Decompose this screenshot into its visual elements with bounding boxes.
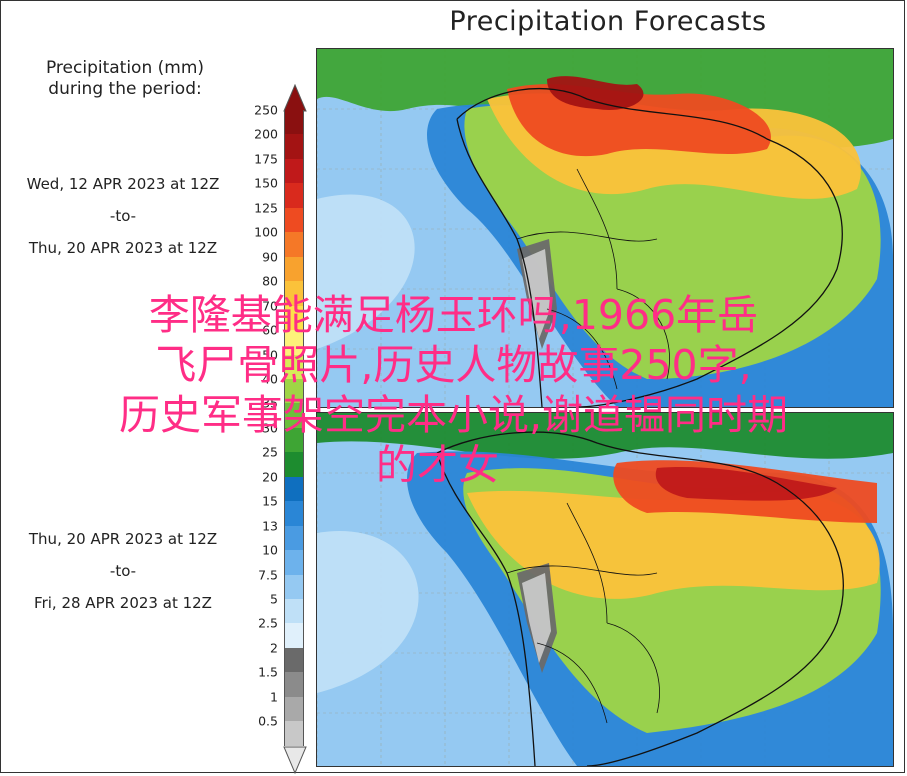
scale-tick-label: 2.5: [258, 615, 278, 631]
scale-tick-label: 20: [262, 469, 278, 485]
scale-tick-label: 175: [254, 151, 278, 167]
scale-tick-label: 200: [254, 126, 278, 142]
scale-swatch-175: [284, 158, 304, 184]
scale-swatch-200: [284, 134, 304, 160]
scale-tick-label: 25: [262, 444, 278, 460]
period-1-end: Thu, 20 APR 2023 at 12Z: [28, 239, 218, 257]
scale-tick-label: 5: [270, 591, 278, 607]
figure-title: Precipitation Forecasts: [449, 6, 767, 37]
scale-tick-label: 150: [254, 175, 278, 191]
forecast-map-period-1: [316, 48, 894, 408]
scale-swatch-100: [284, 232, 304, 258]
scale-tick-label: 13: [262, 518, 278, 534]
scale-swatch-10: [284, 550, 304, 576]
scale-swatch-2: [284, 647, 304, 673]
scale-tick-label: 2: [270, 640, 278, 656]
scale-swatch-150: [284, 183, 304, 209]
period-2-end: Fri, 28 APR 2023 at 12Z: [34, 594, 212, 612]
period-label-1: Wed, 12 APR 2023 at 12Z -to- Thu, 20 APR…: [0, 168, 246, 264]
scale-tick-label: 15: [262, 493, 278, 509]
scale-swatch-70: [284, 305, 304, 331]
scale-swatch-125: [284, 207, 304, 233]
scale-swatch-1.5: [284, 672, 304, 698]
period-2-sep: -to-: [109, 562, 137, 580]
scale-tick-label: 70: [262, 298, 278, 314]
scale-tick-label: 250: [254, 102, 278, 118]
scale-swatch-90: [284, 256, 304, 282]
scale-swatch-25: [284, 452, 304, 478]
scale-swatch-20: [284, 476, 304, 502]
scale-swatch-35: [284, 403, 304, 429]
scale-tick-label: 50: [262, 347, 278, 362]
scale-swatch-5: [284, 599, 304, 624]
scale-tick-label: 35: [262, 395, 278, 411]
period-2-start: Thu, 20 APR 2023 at 12Z: [28, 530, 218, 548]
scale-swatch-30: [284, 427, 304, 453]
scale-swatch-0.5: [284, 721, 304, 747]
scale-tick-label: 7.5: [258, 567, 278, 583]
scale-tick-label: 30: [262, 420, 278, 436]
scale-tick-label: 10: [262, 542, 278, 558]
scale-tick-label: 60: [262, 322, 278, 338]
scale-swatch-250: [284, 110, 304, 135]
scale-bottom-arrow: [283, 746, 307, 774]
scale-swatch-2.5: [284, 623, 304, 649]
scale-swatch-60: [284, 330, 304, 355]
scale-swatch-7.5: [284, 574, 304, 600]
period-label-2: Thu, 20 APR 2023 at 12Z -to- Fri, 28 APR…: [0, 523, 246, 619]
scale-tick-label: 40: [262, 371, 278, 387]
precipitation-map-2: [317, 413, 893, 766]
scale-tick-label: 1.5: [258, 664, 278, 680]
legend-heading-line1: Precipitation (mm): [45, 58, 205, 78]
scale-swatch-40: [284, 378, 304, 404]
scale-tick-label: 90: [262, 249, 278, 265]
scale-swatch-1: [284, 696, 304, 722]
scale-tick-label: 80: [262, 273, 278, 289]
precipitation-map-1: [317, 49, 893, 407]
color-scale: 250 200 175 150 125 100 90 80 70 60 50 40 35 30 25 20 15…: [240, 84, 310, 774]
period-1-start: Wed, 12 APR 2023 at 12Z: [26, 175, 220, 193]
scale-tick-label: 100: [254, 224, 278, 240]
scale-swatch-13: [284, 525, 304, 551]
scale-swatch-15: [284, 501, 304, 527]
scale-tick-label: 1: [270, 689, 278, 705]
scale-tick-label: 0.5: [258, 713, 278, 729]
legend-heading: Precipitation (mm) during the period:: [10, 58, 240, 100]
period-1-sep: -to-: [109, 207, 137, 225]
forecast-map-period-2: [316, 412, 894, 767]
scale-swatch-50: [284, 354, 304, 380]
legend-heading-line2: during the period:: [48, 79, 202, 99]
scale-swatch-80: [284, 281, 304, 307]
scale-tick-label: 125: [254, 200, 278, 216]
